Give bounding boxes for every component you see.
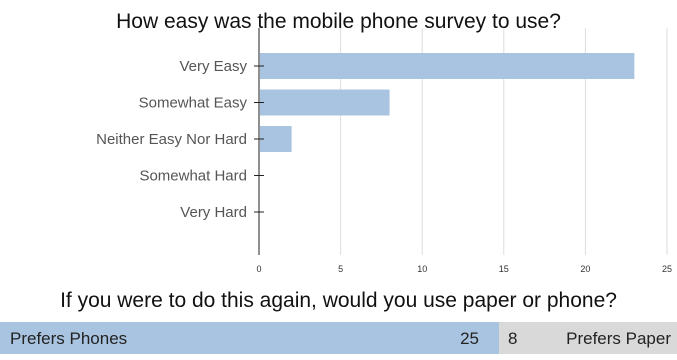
- phones-segment: Prefers Phones 25: [0, 322, 499, 354]
- x-tick-label: 0: [256, 264, 261, 274]
- x-tick-label: 25: [662, 264, 672, 274]
- x-tick-label: 5: [338, 264, 343, 274]
- bar: [260, 126, 292, 152]
- phones-count: 25: [460, 329, 479, 348]
- chart-title-ease: How easy was the mobile phone survey to …: [116, 10, 561, 33]
- category-label: Neither Easy Nor Hard: [96, 131, 247, 148]
- bar: [260, 89, 390, 116]
- category-label: Very Easy: [179, 58, 247, 75]
- chart-title-preference: If you were to do this again, would you …: [60, 289, 617, 312]
- paper-count: 8: [508, 329, 518, 348]
- x-tick-label: 15: [499, 264, 509, 274]
- category-label: Somewhat Hard: [139, 168, 247, 185]
- paper-label: Prefers Paper: [566, 329, 671, 348]
- paper-segment: 8 Prefers Paper: [499, 322, 677, 354]
- category-label: Very Hard: [180, 204, 247, 221]
- preference-split-bar: Prefers Phones 25 8 Prefers Paper: [0, 322, 677, 354]
- x-tick-label: 10: [417, 264, 427, 274]
- phones-label: Prefers Phones: [10, 329, 128, 348]
- bar: [260, 53, 635, 79]
- x-tick-label: 20: [580, 264, 590, 274]
- ease-bar-chart: 0 5 10 15 20 25 Very Easy Somewhat Easy Neither …: [96, 28, 672, 274]
- category-label: Somewhat Easy: [139, 95, 248, 112]
